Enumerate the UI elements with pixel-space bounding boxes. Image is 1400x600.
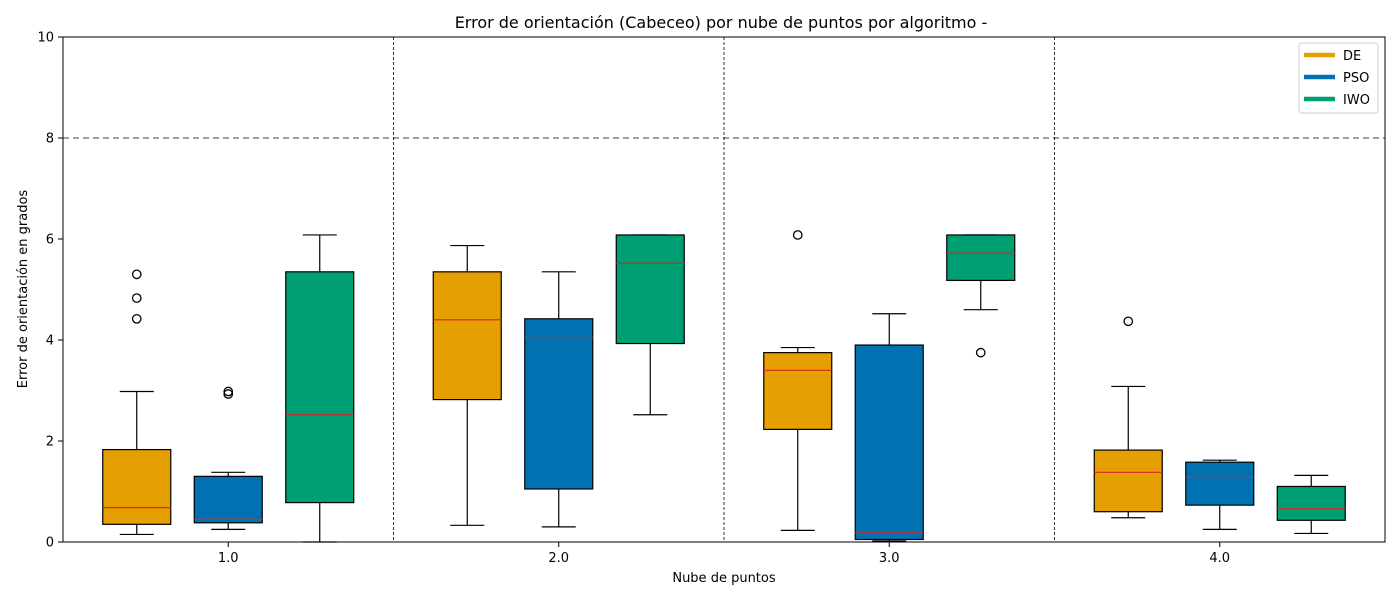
- box-pso: [854, 344, 924, 541]
- box-iwo: [946, 234, 1016, 282]
- box-de: [432, 271, 502, 401]
- legend-label-de: DE: [1343, 49, 1361, 64]
- legend-label-iwo: IWO: [1343, 93, 1370, 108]
- box-pso: [193, 475, 263, 524]
- chart-title: Error de orientación (Cabeceo) por nube …: [455, 13, 988, 32]
- y-tick-label: 8: [46, 132, 54, 147]
- legend-frame: [1298, 42, 1379, 114]
- x-tick-label: 4.0: [1209, 551, 1230, 566]
- x-axis-label: Nube de puntos: [672, 571, 776, 586]
- box-de: [1093, 449, 1163, 513]
- legend: DE PSO IWO: [1298, 42, 1379, 114]
- plot-area: 0 2 4 6 8 10 1.0 2.0 3.0 4.0: [37, 31, 1386, 566]
- y-tick-label: 2: [46, 435, 54, 450]
- outlier-point: [792, 230, 803, 240]
- plot-frame: [62, 36, 1386, 543]
- y-tick-label: 4: [46, 334, 54, 349]
- box-pso: [1185, 461, 1255, 506]
- box-de: [763, 352, 833, 430]
- box-iwo: [615, 234, 685, 345]
- box-iwo: [285, 271, 355, 504]
- y-tick-label: 10: [37, 31, 54, 46]
- outlier-point: [131, 269, 142, 280]
- x-tick-label: 1.0: [218, 551, 239, 566]
- outlier-point: [223, 386, 234, 397]
- legend-label-pso: PSO: [1343, 71, 1369, 86]
- outlier-point: [223, 389, 234, 399]
- x-tick-label: 2.0: [548, 551, 569, 566]
- outlier-point: [1123, 316, 1134, 327]
- box-de: [102, 448, 172, 525]
- x-tick-label: 3.0: [879, 551, 900, 566]
- outlier-point: [975, 347, 986, 358]
- outlier-point: [131, 313, 142, 324]
- outlier-point: [131, 293, 142, 303]
- y-tick-label: 6: [46, 233, 54, 248]
- y-tick-label: 0: [46, 536, 54, 551]
- box-iwo: [1276, 485, 1346, 521]
- box-pso: [524, 318, 594, 490]
- y-axis-label: Error de orientación en grados: [16, 190, 31, 389]
